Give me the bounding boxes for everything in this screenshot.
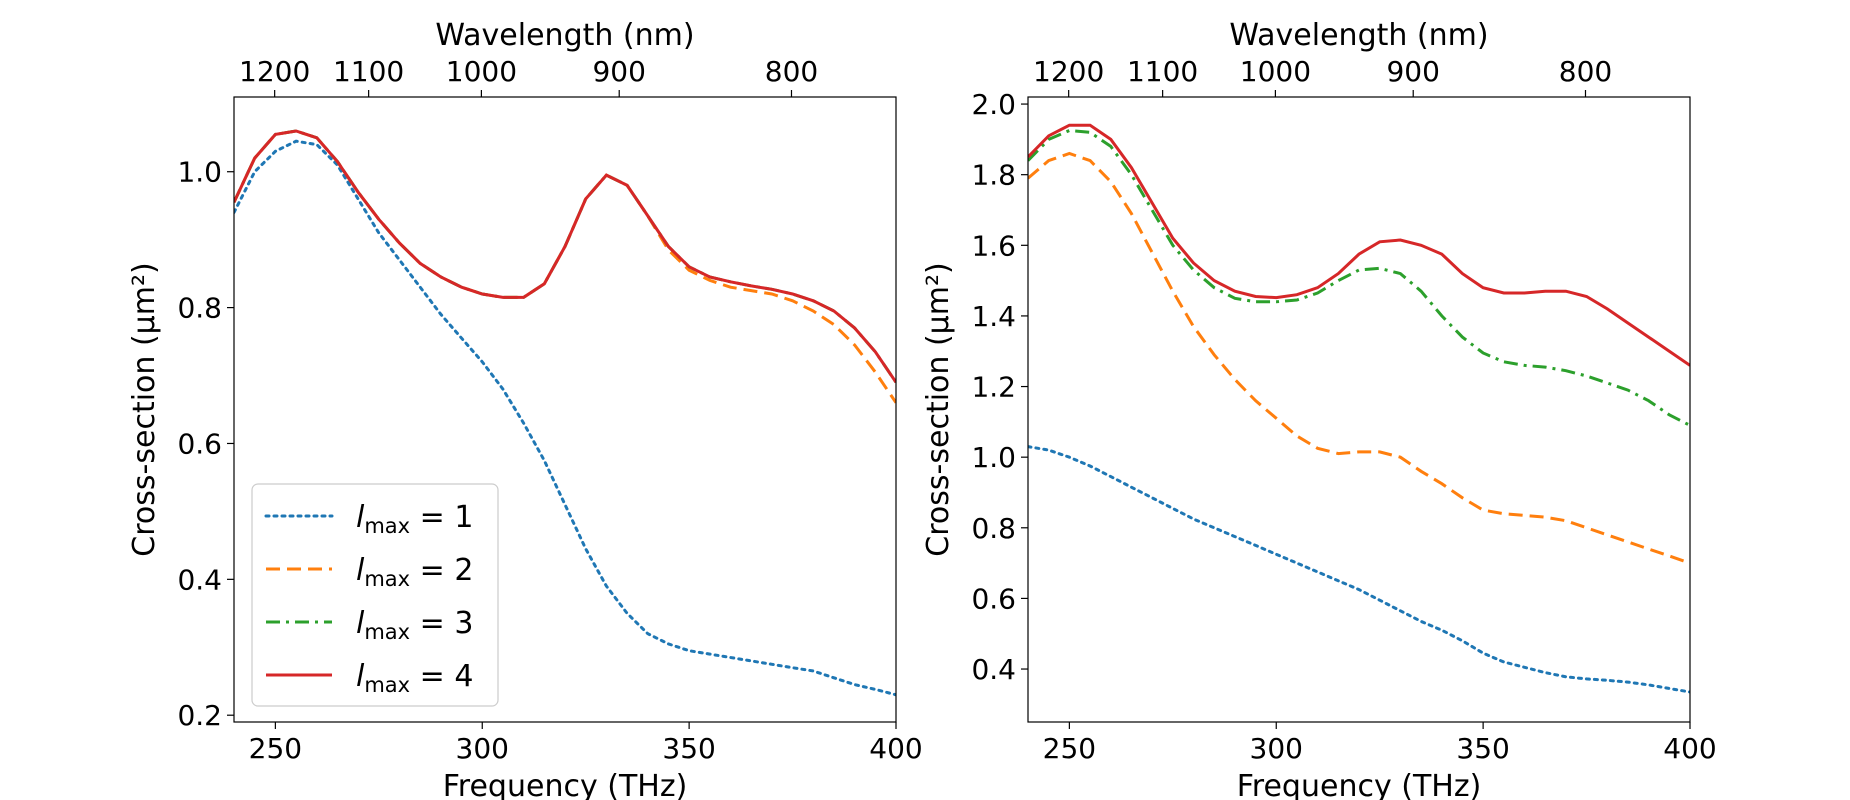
y-axis-label: Cross-section (µm²) bbox=[921, 262, 956, 556]
series-line-lmax-1 bbox=[1028, 445, 1690, 694]
legend-value: = 2 bbox=[410, 553, 473, 588]
x-tick-label: 250 bbox=[249, 732, 302, 765]
y-tick-label: 0.8 bbox=[971, 512, 1016, 545]
y-tick-label: 1.4 bbox=[971, 300, 1016, 333]
legend-subscript: max bbox=[364, 567, 410, 591]
x-tick-label: 400 bbox=[1663, 732, 1716, 765]
legend-entry-lmax-1: lmax = 1 bbox=[356, 500, 473, 538]
legend-symbol: l bbox=[356, 606, 365, 641]
y-tick-label: 0.8 bbox=[177, 292, 222, 325]
x2-axis-label: Wavelength (nm) bbox=[435, 18, 694, 53]
left-panel: 250 300 350 400 0.2 0.4 0.6 0.8 1.0 1200 1100 1000 9… bbox=[127, 18, 923, 800]
y-tick-label: 1.0 bbox=[971, 441, 1016, 474]
legend-value: = 3 bbox=[410, 606, 473, 641]
series-group bbox=[234, 129, 896, 697]
series-line-lmax-4 bbox=[1028, 123, 1690, 367]
y-tick-label: 0.2 bbox=[177, 699, 222, 732]
x2-tick-label: 1000 bbox=[446, 55, 517, 88]
x2-tick-label: 900 bbox=[1386, 55, 1439, 88]
x2-tick-label: 1100 bbox=[1127, 55, 1198, 88]
y-tick-label: 1.6 bbox=[971, 229, 1016, 262]
x-tick-label: 350 bbox=[1456, 732, 1509, 765]
x2-tick-label: 1100 bbox=[333, 55, 404, 88]
x2-axis-label: Wavelength (nm) bbox=[1229, 18, 1488, 53]
y-tick-label: 0.6 bbox=[177, 427, 222, 460]
plot-frame bbox=[1027, 96, 1691, 723]
series-group bbox=[1028, 123, 1690, 694]
legend-value: = 1 bbox=[410, 500, 473, 535]
x-tick-label: 300 bbox=[1250, 732, 1303, 765]
series-line-lmax-4 bbox=[234, 129, 896, 384]
series-line-lmax-3 bbox=[1028, 128, 1690, 427]
x-tick-label: 300 bbox=[456, 732, 509, 765]
x2-tick-label: 1200 bbox=[239, 55, 310, 88]
y-tick-label: 1.2 bbox=[971, 371, 1016, 404]
x2-tick-label: 800 bbox=[765, 55, 818, 88]
x-axis-label: Frequency (THz) bbox=[1237, 769, 1482, 800]
legend-entry-lmax-2: lmax = 2 bbox=[356, 553, 473, 591]
series-line-lmax-1 bbox=[234, 139, 896, 697]
legend-symbol: l bbox=[356, 500, 365, 535]
x-tick-label: 400 bbox=[869, 732, 922, 765]
x2-tick-label: 800 bbox=[1559, 55, 1612, 88]
legend-value: = 4 bbox=[410, 659, 473, 694]
legend-entry-lmax-3: lmax = 3 bbox=[356, 606, 473, 644]
legend-box bbox=[251, 483, 499, 707]
x2-tick-label: 900 bbox=[592, 55, 645, 88]
legend-symbol: l bbox=[356, 553, 365, 588]
y-tick-label: 0.6 bbox=[971, 582, 1016, 615]
x-tick-label: 350 bbox=[662, 732, 715, 765]
plot-frame bbox=[233, 96, 897, 723]
series-line-lmax-2 bbox=[1028, 151, 1690, 565]
legend-subscript: max bbox=[364, 620, 410, 644]
legend-subscript: max bbox=[364, 673, 410, 697]
x2-tick-label: 1000 bbox=[1240, 55, 1311, 88]
legend-subscript: max bbox=[364, 514, 410, 538]
y-tick-label: 1.0 bbox=[177, 156, 222, 189]
legend-entry-lmax-4: lmax = 4 bbox=[356, 659, 473, 697]
legend-symbol: l bbox=[356, 659, 365, 694]
y-tick-label: 2.0 bbox=[971, 88, 1016, 121]
y-tick-label: 0.4 bbox=[971, 653, 1016, 686]
x2-tick-label: 1200 bbox=[1033, 55, 1104, 88]
right-panel: 250 300 350 400 0.4 0.6 0.8 1.0 1.2 1.4 1.6 1.8 2.0 1… bbox=[921, 18, 1717, 800]
x-axis-label: Frequency (THz) bbox=[443, 769, 688, 800]
y-tick-label: 1.8 bbox=[971, 159, 1016, 192]
x-tick-label: 250 bbox=[1043, 732, 1096, 765]
y-axis-label: Cross-section (µm²) bbox=[127, 262, 162, 556]
y-tick-label: 0.4 bbox=[177, 563, 222, 596]
